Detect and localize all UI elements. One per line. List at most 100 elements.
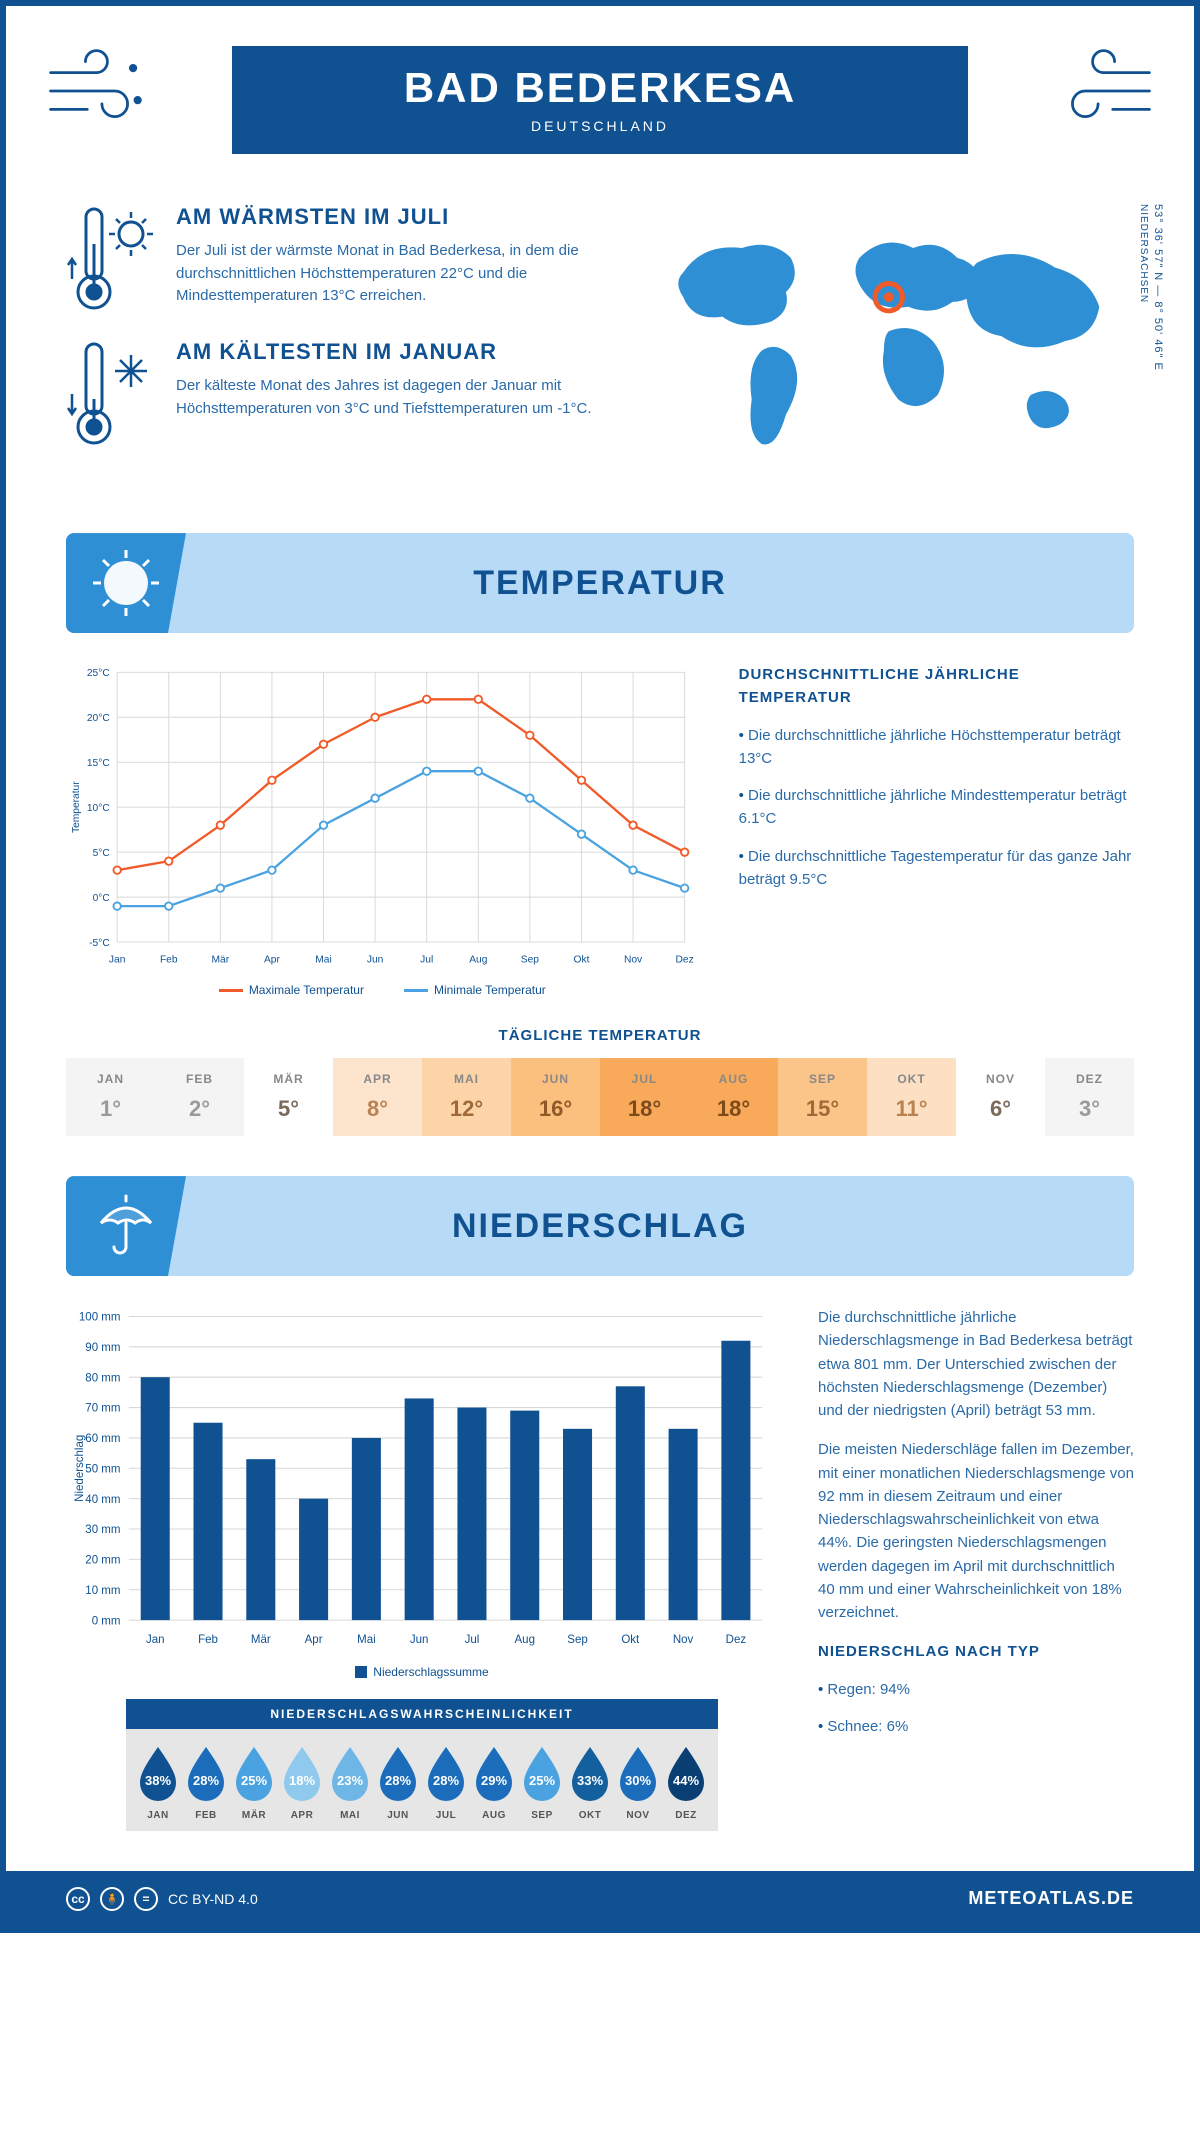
- daily-temp-cell: JUN16°: [511, 1058, 600, 1136]
- svg-text:Sep: Sep: [521, 955, 539, 966]
- precip-drop: 28%JUL: [424, 1745, 468, 1821]
- svg-text:Nov: Nov: [624, 955, 643, 966]
- precip-drop: 30%NOV: [616, 1745, 660, 1821]
- daily-temp-title: TÄGLICHE TEMPERATUR: [6, 1027, 1194, 1044]
- svg-text:Jul: Jul: [465, 1634, 480, 1646]
- precipitation-row: 0 mm10 mm20 mm30 mm40 mm50 mm60 mm70 mm8…: [6, 1306, 1194, 1871]
- svg-text:Okt: Okt: [574, 955, 590, 966]
- precip-text: Die durchschnittliche jährliche Niedersc…: [818, 1306, 1134, 1624]
- svg-text:Jan: Jan: [146, 1634, 165, 1646]
- svg-text:44%: 44%: [673, 1773, 699, 1788]
- thermometer-hot-icon: [66, 204, 156, 314]
- temp-bullet: Die durchschnittliche jährliche Höchstte…: [739, 724, 1134, 771]
- license-text: CC BY-ND 4.0: [168, 1891, 258, 1907]
- header: BAD BEDERKESA DEUTSCHLAND: [6, 6, 1194, 184]
- svg-text:20 mm: 20 mm: [85, 1555, 120, 1567]
- daily-temp-cell: DEZ3°: [1045, 1058, 1134, 1136]
- svg-text:33%: 33%: [577, 1773, 603, 1788]
- svg-text:Niederschlag: Niederschlag: [74, 1435, 86, 1502]
- fact-warmest: AM WÄRMSTEN IM JULI Der Juli ist der wär…: [66, 204, 604, 314]
- svg-text:25%: 25%: [529, 1773, 555, 1788]
- svg-text:Jan: Jan: [109, 955, 126, 966]
- cc-icon: cc: [66, 1887, 90, 1911]
- precip-drop: 29%AUG: [472, 1745, 516, 1821]
- temperature-row: -5°C0°C5°C10°C15°C20°C25°CJanFebMärAprMa…: [6, 663, 1194, 997]
- temp-bullets: Die durchschnittliche jährliche Höchstte…: [739, 724, 1134, 892]
- temperature-title: TEMPERATUR: [473, 564, 727, 603]
- wind-icon-right: [1044, 46, 1154, 136]
- precip-drop: 28%FEB: [184, 1745, 228, 1821]
- fact-warm-text: Der Juli ist der wärmste Monat in Bad Be…: [176, 240, 604, 308]
- daily-temp-cell: SEP15°: [778, 1058, 867, 1136]
- svg-text:Sep: Sep: [567, 1634, 587, 1646]
- precip-drop: 33%OKT: [568, 1745, 612, 1821]
- precip-drop: 25%MÄR: [232, 1745, 276, 1821]
- temp-bullet: Die durchschnittliche jährliche Mindestt…: [739, 784, 1134, 831]
- svg-text:25°C: 25°C: [87, 668, 110, 679]
- title-ribbon: BAD BEDERKESA DEUTSCHLAND: [270, 46, 930, 154]
- svg-text:Mär: Mär: [251, 1634, 271, 1646]
- svg-text:70 mm: 70 mm: [85, 1403, 120, 1415]
- svg-text:-5°C: -5°C: [89, 938, 110, 949]
- daily-temp-cell: MÄR5°: [244, 1058, 333, 1136]
- precip-drop: 25%SEP: [520, 1745, 564, 1821]
- temp-legend: Maximale Temperatur Minimale Temperatur: [66, 983, 699, 997]
- section-precipitation: NIEDERSCHLAG: [66, 1176, 1134, 1276]
- svg-text:10 mm: 10 mm: [85, 1585, 120, 1597]
- site-name: METEOATLAS.DE: [968, 1888, 1134, 1909]
- svg-text:28%: 28%: [385, 1773, 411, 1788]
- svg-text:20°C: 20°C: [87, 713, 110, 724]
- svg-text:Nov: Nov: [673, 1634, 694, 1646]
- svg-text:29%: 29%: [481, 1773, 507, 1788]
- svg-text:Jun: Jun: [367, 955, 384, 966]
- precip-drop: 38%JAN: [136, 1745, 180, 1821]
- precip-legend-label: Niederschlagssumme: [355, 1665, 488, 1679]
- svg-text:38%: 38%: [145, 1773, 171, 1788]
- svg-text:Temperatur: Temperatur: [71, 781, 82, 833]
- svg-text:Dez: Dez: [726, 1634, 747, 1646]
- daily-temp-cell: FEB2°: [155, 1058, 244, 1136]
- precip-prob-title: NIEDERSCHLAGSWAHRSCHEINLICHKEIT: [126, 1699, 718, 1729]
- svg-text:0 mm: 0 mm: [92, 1615, 121, 1627]
- precip-drop: 23%MAI: [328, 1745, 372, 1821]
- svg-text:5°C: 5°C: [93, 848, 110, 859]
- daily-temp-strip: JAN1°FEB2°MÄR5°APR8°MAI12°JUN16°JUL18°AU…: [66, 1058, 1134, 1136]
- svg-text:Jul: Jul: [420, 955, 433, 966]
- svg-text:18%: 18%: [289, 1773, 315, 1788]
- daily-temp-cell: OKT11°: [867, 1058, 956, 1136]
- legend-min: Minimale Temperatur: [404, 983, 546, 997]
- temp-bullet: Die durchschnittliche Tagestemperatur fü…: [739, 845, 1134, 892]
- svg-text:0°C: 0°C: [93, 893, 110, 904]
- legend-max: Maximale Temperatur: [219, 983, 364, 997]
- precip-type-item: Regen: 94%: [818, 1678, 1134, 1701]
- by-icon: 🧍: [100, 1887, 124, 1911]
- nd-icon: =: [134, 1887, 158, 1911]
- svg-text:Aug: Aug: [469, 955, 487, 966]
- precip-type-list: Regen: 94%Schnee: 6%: [818, 1678, 1134, 1739]
- daily-temp-cell: MAI12°: [422, 1058, 511, 1136]
- svg-text:30%: 30%: [625, 1773, 651, 1788]
- svg-text:Dez: Dez: [676, 955, 694, 966]
- region-label: NIEDERSACHSEN: [1138, 204, 1149, 303]
- license: cc 🧍 = CC BY-ND 4.0: [66, 1887, 258, 1911]
- section-temperature: TEMPERATUR: [66, 533, 1134, 633]
- svg-text:28%: 28%: [433, 1773, 459, 1788]
- temp-summary-title: DURCHSCHNITTLICHE JÄHRLICHE TEMPERATUR: [739, 663, 1134, 710]
- precip-probability: NIEDERSCHLAGSWAHRSCHEINLICHKEIT 38%JAN28…: [126, 1699, 718, 1831]
- fact-cold-title: AM KÄLTESTEN IM JANUAR: [176, 339, 604, 365]
- country-subtitle: DEUTSCHLAND: [350, 118, 850, 134]
- city-title: BAD BEDERKESA: [350, 64, 850, 112]
- svg-text:Aug: Aug: [515, 1634, 535, 1646]
- fact-cold-text: Der kälteste Monat des Jahres ist dagege…: [176, 375, 604, 420]
- daily-temp-cell: AUG18°: [689, 1058, 778, 1136]
- precip-drop: 18%APR: [280, 1745, 324, 1821]
- svg-text:100 mm: 100 mm: [79, 1312, 121, 1324]
- svg-text:90 mm: 90 mm: [85, 1342, 120, 1354]
- svg-text:15°C: 15°C: [87, 758, 110, 769]
- svg-text:25%: 25%: [241, 1773, 267, 1788]
- precipitation-bar-chart: 0 mm10 mm20 mm30 mm40 mm50 mm60 mm70 mm8…: [66, 1306, 778, 1652]
- svg-text:Mai: Mai: [357, 1634, 376, 1646]
- precip-drop: 28%JUN: [376, 1745, 420, 1821]
- thermometer-cold-icon: [66, 339, 156, 449]
- svg-text:Jun: Jun: [410, 1634, 429, 1646]
